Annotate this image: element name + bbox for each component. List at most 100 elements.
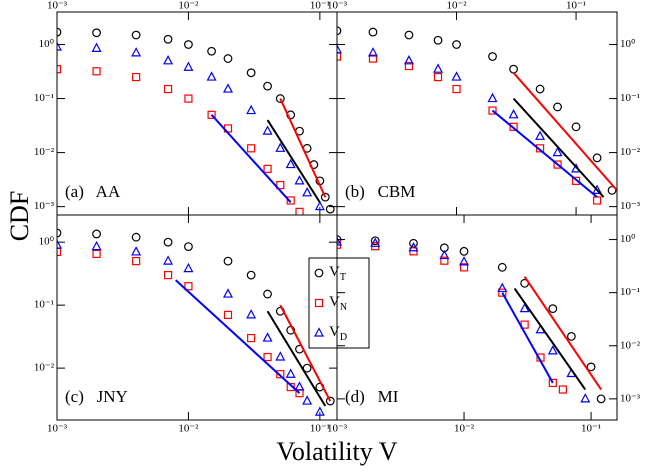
x-tick-label: 10⁻² [178,0,199,12]
y-tick-label: 10⁻³ [34,200,55,212]
point [184,282,193,291]
point [592,184,603,194]
point [337,43,342,54]
x-tick-label: 10⁻³ [327,0,348,12]
point [403,55,414,65]
point [519,302,530,313]
point [314,200,325,211]
point [131,246,142,256]
point [247,333,256,343]
point [263,164,272,173]
point [459,246,469,256]
fit-line [491,109,598,198]
point [558,385,567,394]
point [593,196,602,205]
point [535,130,546,140]
point [409,238,418,248]
point [276,181,285,190]
point [223,310,233,319]
point [246,309,257,319]
point [314,406,325,416]
legend-box [308,257,370,349]
fit-line [279,98,327,198]
point [337,52,342,61]
point [440,256,449,265]
point [451,71,462,81]
point [184,242,193,252]
point [163,55,174,65]
point [206,71,217,81]
point [452,84,461,94]
point [408,242,419,252]
point [368,54,378,63]
point [497,282,508,293]
plot-area [57,228,335,416]
point [487,92,498,103]
point [92,249,101,259]
point [91,42,102,52]
panel-label: (b) CBM [345,182,415,201]
point [508,109,519,119]
fit-line [512,72,617,192]
point [596,394,606,404]
point [223,256,233,266]
legend-marker [314,268,324,278]
y-tick-label: 10⁻¹ [34,92,54,104]
fit-line [210,114,292,204]
point [92,67,101,76]
point [452,40,461,49]
panel: 10⁻³ 10⁻² 10⁻¹ 10⁰ 10⁻¹ 10⁻² (c) JNY [34,214,338,435]
point [535,144,545,153]
fit-line [266,119,321,203]
point [184,94,193,103]
point [459,263,469,272]
point [509,64,518,74]
point [509,122,518,131]
x-tick-label: 10⁻¹ [566,0,586,12]
point [548,378,557,387]
point [488,52,497,61]
point [488,106,497,115]
point [131,30,141,40]
point [223,83,234,93]
point [548,304,558,314]
point [294,175,305,185]
legend-marker [314,298,324,308]
panel-label: (a) AA [65,182,121,201]
y-tick-label: 10⁻² [620,339,641,351]
point [163,255,174,265]
plot-area [337,26,617,205]
point [92,229,101,239]
point [57,239,62,249]
legend-label: VD [329,324,347,343]
point [183,262,194,273]
point [552,146,563,157]
point [553,160,562,169]
fit-line [175,279,301,394]
point [207,46,216,56]
point [262,332,273,342]
point [184,40,193,49]
point [337,236,342,246]
x-tick-label: 10⁻¹ [310,423,330,435]
y-tick-label: 10⁻¹ [620,92,640,104]
point [325,396,335,406]
point [207,110,216,119]
point [57,41,62,51]
x-tick-label: 10⁻² [454,423,475,435]
point [163,237,173,247]
point [163,84,173,94]
point [276,370,285,379]
point [286,196,295,205]
point [571,176,581,185]
point [285,368,296,378]
x-tick-label: 10⁻¹ [581,423,601,435]
point [223,288,234,298]
y-tick-label: 10⁰ [620,233,636,245]
y-tick-label: 10⁻¹ [34,299,54,311]
fit-line [513,287,587,391]
point [566,332,576,341]
point [263,81,272,91]
point [459,256,470,266]
point [57,247,62,257]
